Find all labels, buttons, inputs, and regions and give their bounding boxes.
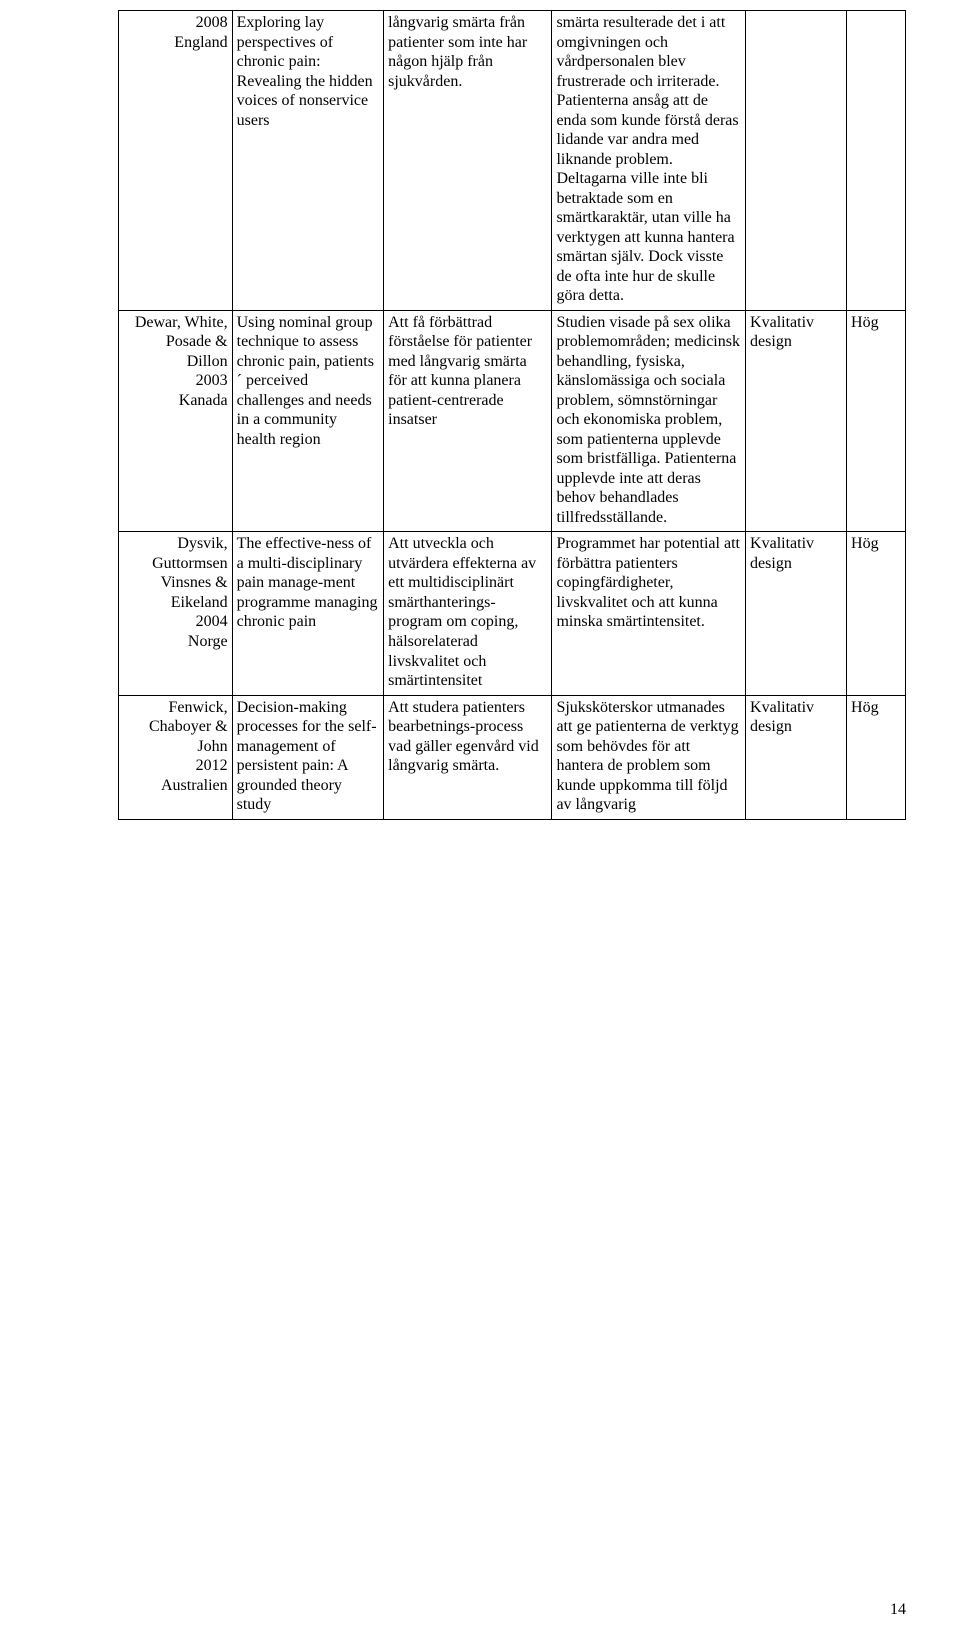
cell-result: Studien visade på sex olika problemområd… [552,310,746,532]
cell-author-year: Dewar, White, Posade & Dillon2003Kanada [119,310,233,532]
literature-review-table: 2008England Exploring lay perspectives o… [118,10,906,820]
cell-title: Using nominal group technique to assess … [232,310,384,532]
cell-author-year: Dysvik, Guttormsen Vinsnes & Eikeland200… [119,532,233,695]
cell-quality: Hög [847,310,906,532]
cell-design: Kvalitativ design [746,310,847,532]
cell-design: Kvalitativ design [746,532,847,695]
cell-quality [847,11,906,311]
cell-design: Kvalitativ design [746,695,847,819]
cell-purpose: Att utveckla och utvärdera effekterna av… [384,532,552,695]
table-row: Dewar, White, Posade & Dillon2003Kanada … [119,310,906,532]
table-row: 2008England Exploring lay perspectives o… [119,11,906,311]
cell-title: The effective-ness of a multi-disciplina… [232,532,384,695]
cell-result: Programmet har potential att förbättra p… [552,532,746,695]
cell-result: smärta resulterade det i att omgivningen… [552,11,746,311]
cell-purpose: Att få förbättrad förståelse för patient… [384,310,552,532]
table-row: Dysvik, Guttormsen Vinsnes & Eikeland200… [119,532,906,695]
table-row: Fenwick, Chaboyer & John2012Australien D… [119,695,906,819]
cell-title: Exploring lay perspectives of chronic pa… [232,11,384,311]
cell-quality: Hög [847,532,906,695]
cell-purpose: långvarig smärta från patienter som inte… [384,11,552,311]
cell-author-year: Fenwick, Chaboyer & John2012Australien [119,695,233,819]
cell-purpose: Att studera patienters bearbetnings-proc… [384,695,552,819]
page-number: 14 [890,1601,906,1619]
cell-quality: Hög [847,695,906,819]
document-page: 2008England Exploring lay perspectives o… [0,0,960,1631]
cell-result: Sjuksköterskor utmanades att ge patiente… [552,695,746,819]
cell-author-year: 2008England [119,11,233,311]
cell-title: Decision-making processes for the self-m… [232,695,384,819]
cell-design [746,11,847,311]
